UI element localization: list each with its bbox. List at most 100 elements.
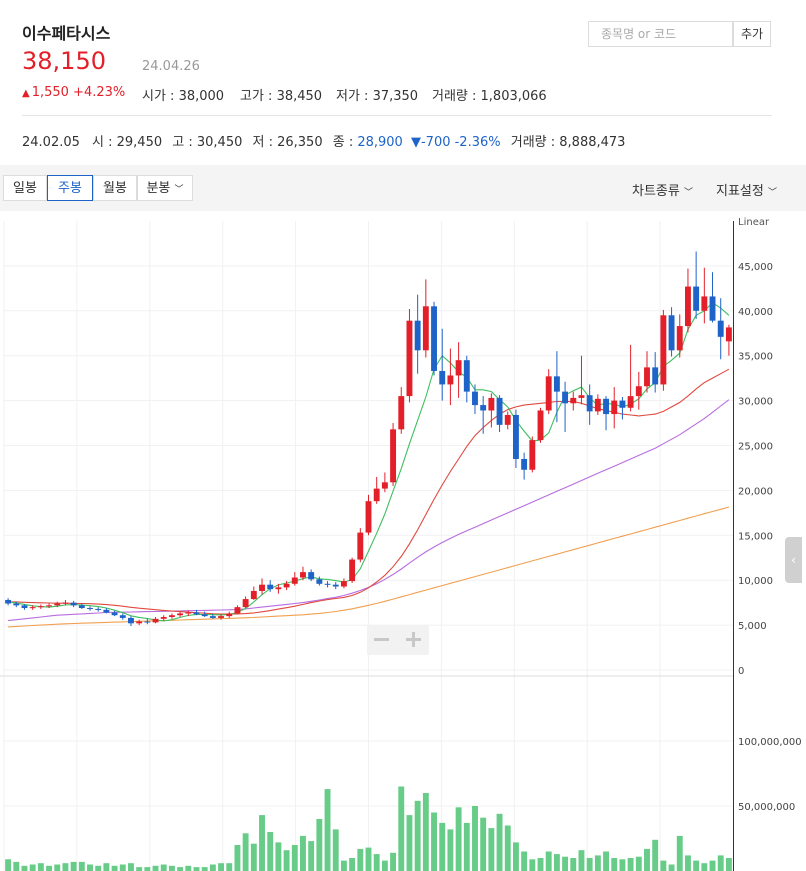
candle-body bbox=[95, 608, 102, 610]
zoom-out-button[interactable] bbox=[367, 625, 396, 655]
volume-bar bbox=[603, 851, 609, 871]
candle-body bbox=[553, 376, 560, 392]
price-tick-label: 10,000 bbox=[738, 576, 773, 587]
volume-bar bbox=[668, 864, 675, 871]
chevron-left-icon: ‹ bbox=[791, 553, 796, 567]
search-input[interactable] bbox=[589, 22, 732, 46]
price-tick-label: 25,000 bbox=[738, 442, 773, 453]
volume-bar bbox=[332, 829, 339, 871]
scale-label[interactable]: Linear bbox=[738, 217, 770, 228]
volume-bar bbox=[627, 858, 634, 871]
candle-body bbox=[250, 590, 257, 600]
candle-body bbox=[447, 375, 454, 385]
candlestick-series bbox=[5, 251, 732, 626]
volume-bar bbox=[480, 817, 487, 871]
current-price: 38,150 bbox=[22, 47, 106, 75]
zoom-in-button[interactable] bbox=[399, 625, 428, 655]
volume-bar bbox=[529, 859, 536, 871]
side-panel-toggle[interactable]: ‹ bbox=[785, 537, 802, 583]
volume-tick-label: 50,000,000 bbox=[738, 802, 795, 813]
candle-body bbox=[537, 410, 544, 441]
tab-monthly[interactable]: 월봉 bbox=[93, 175, 137, 201]
candle-body bbox=[652, 367, 659, 385]
volume-bar bbox=[283, 850, 290, 871]
volume-bar bbox=[21, 865, 28, 871]
candle-body bbox=[54, 603, 61, 606]
price-tick-label: 0 bbox=[738, 666, 744, 677]
low-price: 저가 : 37,350 bbox=[336, 89, 419, 104]
candle-body bbox=[627, 396, 634, 408]
candle-body bbox=[349, 559, 356, 582]
volume-bar bbox=[570, 858, 577, 871]
volume-bar bbox=[447, 829, 454, 871]
volume-bar bbox=[373, 854, 380, 871]
volume-bar bbox=[357, 848, 364, 871]
tab-minute-label: 분봉 bbox=[146, 181, 171, 196]
price-tick-label: 15,000 bbox=[738, 531, 773, 542]
volume-bar bbox=[185, 865, 192, 871]
volume-bar bbox=[365, 847, 372, 871]
volume-bar bbox=[152, 865, 159, 871]
candle-body bbox=[529, 440, 536, 470]
stock-chart: 45,000 40,000 35,000 30,000 25,000 20,000 15,0… bbox=[0, 217, 802, 871]
price-date: 24.04.26 bbox=[142, 59, 200, 74]
candle-body bbox=[316, 579, 323, 584]
volume-bar bbox=[160, 864, 167, 871]
volume-bar bbox=[398, 786, 405, 871]
volume-bar bbox=[619, 859, 626, 871]
minus-icon bbox=[374, 638, 389, 641]
open-price: 시가 : 38,000 bbox=[142, 89, 225, 104]
candle-body bbox=[300, 572, 306, 578]
volume-bar bbox=[13, 861, 20, 871]
volume-bar bbox=[300, 835, 306, 871]
search-box bbox=[588, 21, 733, 47]
week-high: 고 : 30,450 bbox=[172, 135, 243, 150]
volume-bar bbox=[512, 842, 519, 871]
volume-bar bbox=[128, 863, 134, 871]
price-tick-label: 30,000 bbox=[738, 397, 773, 408]
candle-body bbox=[128, 617, 134, 624]
add-button[interactable]: 추가 bbox=[733, 21, 771, 47]
volume-bar bbox=[275, 842, 282, 871]
volume-bar bbox=[553, 854, 560, 871]
volume-bar bbox=[62, 863, 69, 871]
trade-volume: 거래량 : 1,803,066 bbox=[432, 89, 547, 104]
candle-body bbox=[644, 367, 650, 387]
tab-minute[interactable]: 분봉 ﹀ bbox=[137, 175, 193, 201]
candle-body bbox=[119, 615, 126, 618]
volume-bar bbox=[259, 815, 265, 871]
volume-bar bbox=[119, 864, 126, 871]
price-tick-label: 45,000 bbox=[738, 262, 773, 273]
price-axis: 45,000 40,000 35,000 30,000 25,000 20,000 15,0… bbox=[733, 221, 802, 871]
volume-bar bbox=[431, 812, 437, 871]
candle-body bbox=[685, 286, 691, 327]
price-tick-label: 35,000 bbox=[738, 352, 773, 363]
volume-bar bbox=[381, 860, 388, 871]
candle-body bbox=[496, 397, 503, 425]
price-change-value: 1,550 +4.23% bbox=[31, 85, 126, 100]
candle-body bbox=[103, 609, 110, 613]
volume-bar bbox=[709, 860, 716, 871]
candle-body bbox=[177, 613, 184, 616]
tab-weekly[interactable]: 주봉 bbox=[47, 175, 93, 201]
candle-body bbox=[594, 398, 601, 412]
candle-body bbox=[291, 577, 298, 584]
chart-type-menu[interactable]: 차트종류 ﹀ bbox=[632, 180, 693, 199]
volume-bar bbox=[611, 858, 618, 871]
candle-body bbox=[193, 612, 200, 615]
indicator-menu[interactable]: 지표설정 ﹀ bbox=[716, 180, 777, 199]
volume-bar bbox=[652, 839, 659, 871]
week-date: 24.02.05 bbox=[22, 135, 80, 150]
candle-body bbox=[463, 360, 470, 392]
volume-bar bbox=[562, 856, 569, 871]
week-summary: 24.02.05 시 : 29,450 고 : 30,450 저 : 26,35… bbox=[22, 131, 625, 150]
candle-body bbox=[209, 616, 216, 618]
tab-daily[interactable]: 일봉 bbox=[3, 175, 47, 201]
candle-body bbox=[267, 584, 274, 590]
candle-body bbox=[365, 501, 372, 533]
volume-bar bbox=[144, 867, 151, 871]
candle-body bbox=[373, 488, 380, 502]
candle-body bbox=[390, 429, 397, 483]
volume-bar bbox=[725, 858, 732, 871]
week-open: 시 : 29,450 bbox=[92, 135, 163, 150]
